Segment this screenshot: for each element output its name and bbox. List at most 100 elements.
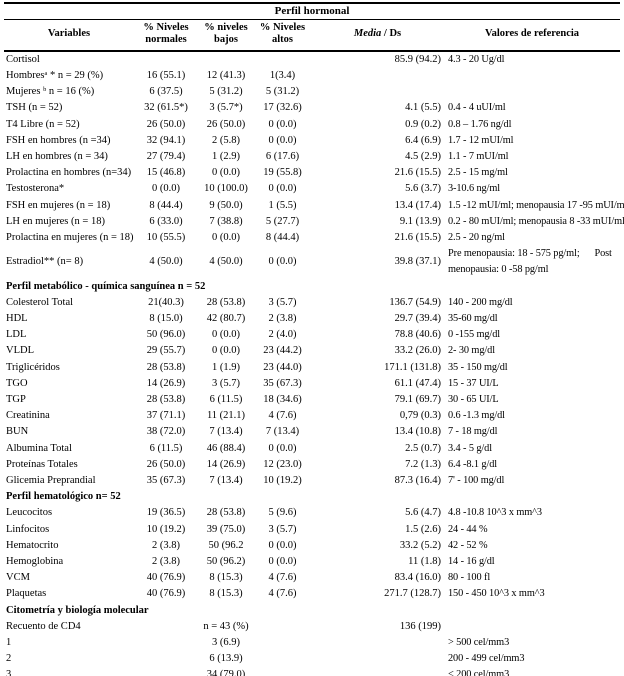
cell-niveles-bajos: 0 (0.0)	[212, 329, 240, 341]
table-row: LH en mujeres (n = 18) 6 (33.0) 7 (38.8) 5 …	[4, 214, 624, 230]
cell-media-ds: 5.6 (4.7)	[405, 507, 441, 519]
table-row: FSH en mujeres (n = 18) 8 (44.4) 9 (50.0) 1…	[4, 198, 624, 214]
cell-media-ds: 4.5 (2.9)	[405, 150, 441, 162]
table-row: 1 3 (6.9) > 500 cel/mm3	[4, 635, 620, 651]
cell-variable: Triglicéridos	[6, 361, 60, 373]
cell-niveles-normales	[134, 635, 198, 651]
cell-valores-referencia	[444, 84, 620, 100]
cell-niveles-normales: 2 (3.8)	[152, 539, 180, 551]
cell-valores-referencia: 2.5 - 15 mg/ml	[448, 167, 508, 179]
table-title-row: Perfil hormonal	[4, 2, 621, 20]
cell-niveles-bajos: 42 (80.7)	[206, 313, 246, 324]
cell-valores-referencia: 0.8 – 1.76 ng/dl	[448, 118, 512, 130]
cell-valores-referencia: 0 -155 mg/dl	[448, 329, 500, 341]
cell-niveles-altos	[254, 635, 311, 651]
cell-media-ds: 61.1 (47.4)	[394, 377, 441, 389]
table-row: Triglicéridos 28 (53.8) 1 (1.9) 23 (44.0) 17…	[4, 360, 620, 376]
cell-niveles-altos: 5 (9.6)	[268, 507, 297, 519]
cell-variable: Linfocitos	[6, 523, 50, 535]
column-header-media-ds: Media / Ds	[311, 19, 444, 52]
table-row: Cortisol 85.9 (94.2) 4.3 - 20 Ug/dl	[4, 51, 620, 68]
cell-niveles-normales: 14 (26.9)	[146, 377, 186, 389]
cell-niveles-bajos: 7 (38.8)	[209, 215, 243, 227]
cell-niveles-altos: 0 (0.0)	[268, 118, 297, 130]
cell-niveles-normales: 21(40.3)	[148, 296, 184, 308]
cell-variable: HDL	[6, 313, 28, 324]
cell-niveles-bajos: 28 (53.8)	[206, 296, 246, 308]
cell-variable: Creatinina	[6, 410, 50, 422]
cell-valores-referencia: 140 - 200 mg/dl	[448, 296, 513, 308]
table-row: Proteínas Totales 26 (50.0) 14 (26.9) 12 (2…	[4, 457, 620, 473]
cell-niveles-altos: 0 (0.0)	[268, 183, 297, 195]
cell-niveles-altos: 0 (0.0)	[268, 134, 297, 146]
cell-variable: TSH (n = 52)	[6, 102, 63, 114]
cell-valores-referencia: 3.4 - 5 g/dl	[448, 442, 492, 454]
table-row: Recuento de CD4 n = 43 (%) 136 (199)	[4, 619, 620, 635]
table-row: Testosterona* 0 (0.0) 10 (100.0) 0 (0.0) 5.6…	[4, 181, 620, 197]
cell-niveles-bajos: 11 (21.1)	[206, 410, 246, 422]
cell-media-ds: 33.2 (26.0)	[394, 345, 441, 357]
table-row: Plaquetas 40 (76.9) 8 (15.3) 4 (7.6) 271.7 (…	[4, 586, 620, 602]
cell-niveles-altos: 3 (5.7)	[268, 296, 297, 308]
cell-media-ds: 13.4 (17.4)	[394, 199, 441, 211]
cell-variable: 3	[6, 669, 12, 676]
ds-label: / Ds	[381, 28, 402, 40]
cell-valores-referencia: 6.4 -8.1 g/dl	[448, 458, 498, 470]
cell-niveles-bajos: 1 (1.9)	[212, 361, 240, 373]
cell-niveles-altos: 18 (34.6)	[263, 394, 302, 406]
cell-variable: Leucocitos	[6, 507, 53, 519]
cell-variable: Plaquetas	[6, 588, 47, 600]
cell-media-ds: 11 (1.8)	[408, 556, 441, 568]
cell-niveles-normales: 38 (72.0)	[146, 426, 186, 438]
cell-valores-referencia: 1.5 -12 mUI/ml; menopausia 17 -95 mUI/ml	[448, 199, 624, 211]
cell-niveles-normales: 37 (71.1)	[146, 410, 186, 422]
cell-media-ds: 29.7 (39.4)	[394, 313, 441, 324]
cell-niveles-bajos: 34 (79.0)	[206, 669, 246, 676]
cell-niveles-bajos: 50 (96.2)	[206, 556, 246, 568]
cell-niveles-altos	[254, 619, 311, 635]
cell-media-ds	[311, 84, 444, 100]
cell-media-ds: 0,79 (0.3)	[399, 410, 441, 422]
cell-valores-referencia: 200 - 499 cel/mm3	[448, 653, 525, 665]
cell-valores-referencia: 1.7 - 12 mUI/ml	[448, 134, 514, 146]
cell-niveles-bajos: 3 (6.9)	[212, 637, 240, 649]
cell-valores-referencia: 7 - 18 mg/dl	[448, 426, 498, 438]
cell-niveles-normales: 4 (50.0)	[149, 256, 183, 268]
cell-niveles-normales: 15 (46.8)	[146, 167, 186, 179]
cell-niveles-normales: 26 (50.0)	[146, 118, 186, 130]
table-row: Hombresᵃ * n = 29 (%) 16 (55.1) 12 (41.3) 1…	[4, 68, 620, 84]
cell-niveles-normales: 6 (11.5)	[149, 442, 183, 454]
cell-niveles-bajos: 9 (50.0)	[209, 199, 243, 211]
table-row: LDL 50 (96.0) 0 (0.0) 2 (4.0) 78.8 (40.6) 0 -…	[4, 327, 620, 343]
cell-niveles-bajos: 0 (0.0)	[212, 231, 240, 243]
cell-variable: VCM	[6, 572, 30, 584]
table-row: Hematocrito 2 (3.8) 50 (96.2 0 (0.0) 33.2 (5…	[4, 538, 620, 554]
cell-media-ds	[311, 68, 444, 84]
cell-variable: T4 Libre (n = 52)	[6, 118, 80, 130]
cell-valores-referencia: 4.3 - 20 Ug/dl	[448, 53, 505, 65]
table-row: T4 Libre (n = 52) 26 (50.0) 26 (50.0) 0 (0.…	[4, 117, 620, 133]
cell-niveles-altos: 0 (0.0)	[268, 256, 297, 268]
cell-niveles-altos: 4 (7.6)	[268, 410, 297, 422]
table-row: TGO 14 (26.9) 3 (5.7) 35 (67.3) 61.1 (47.4) 1…	[4, 376, 620, 392]
hormonal-profile-table: Perfil hormonal Variables % Niveles norm…	[4, 2, 624, 676]
table-row: Albumina Total 6 (11.5) 46 (88.4) 0 (0.0) 2.…	[4, 441, 620, 457]
cell-media-ds: 78.8 (40.6)	[394, 329, 441, 341]
cell-niveles-bajos: 0 (0.0)	[212, 345, 240, 357]
cell-variable: BUN	[6, 426, 29, 438]
cell-variable: LH en mujeres (n = 18)	[6, 215, 105, 227]
cell-variable: Hombresᵃ * n = 29 (%)	[6, 69, 104, 81]
cell-niveles-bajos: 28 (53.8)	[206, 507, 246, 519]
cell-media-ds: 0.9 (0.2)	[405, 118, 441, 130]
cell-variable: FSH en mujeres (n = 18)	[6, 199, 111, 211]
cell-media-ds: 136.7 (54.9)	[389, 296, 441, 308]
cell-niveles-normales: 8 (15.0)	[149, 313, 183, 324]
cell-niveles-altos: 17 (32.6)	[263, 102, 302, 114]
cell-valores-referencia: > 500 cel/mm3	[448, 637, 510, 649]
cell-niveles-altos: 2 (4.0)	[268, 329, 297, 341]
cell-niveles-normales	[134, 619, 198, 635]
cell-niveles-normales: 19 (36.5)	[146, 507, 186, 519]
cell-niveles-normales: 10 (55.5)	[146, 231, 186, 243]
cell-variable: VLDL	[6, 345, 34, 357]
cell-niveles-altos: 23 (44.2)	[263, 345, 302, 357]
